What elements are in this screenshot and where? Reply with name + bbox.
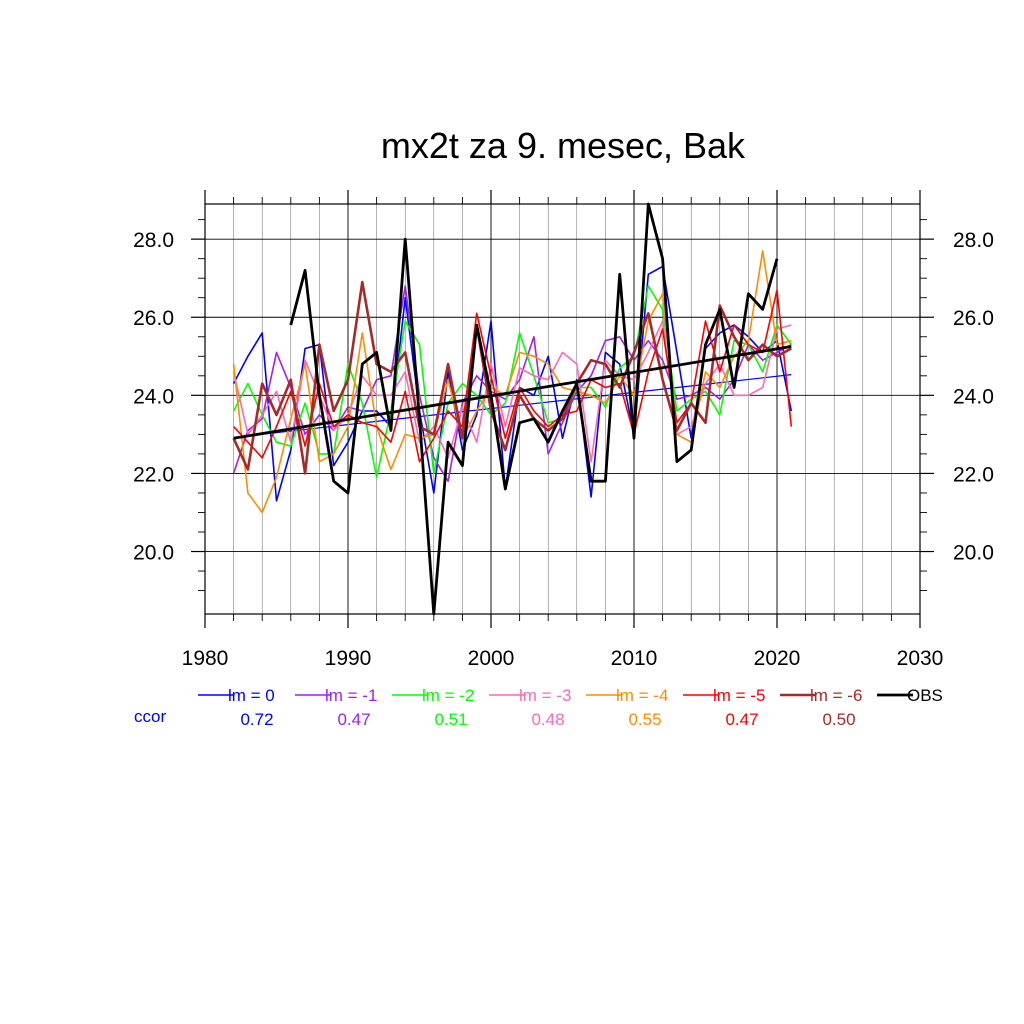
ccor-value: 0.72 <box>240 710 273 729</box>
legend: lm = 0 0.72 lm = -1 0.47 lm = -2 0.51 lm = -3 0… <box>134 686 943 729</box>
legend-item: lm = -2 0.51 <box>392 686 474 729</box>
legend-item: lm = 0 0.72 <box>198 686 275 729</box>
legend-item: lm = -3 0.48 <box>489 686 571 729</box>
legend-label: lm = -6 <box>810 686 862 705</box>
y-tick-label-right: 22.0 <box>953 463 994 486</box>
legend-label: lm = -1 <box>325 686 377 705</box>
axis-ticks: 1980 1990 2000 2010 2020 2030 20.0 20.0 22.0 22.0… <box>133 190 994 670</box>
plot-series <box>232 202 793 616</box>
y-tick-label-left: 20.0 <box>133 542 174 565</box>
x-tick-label: 2010 <box>611 647 658 670</box>
y-tick-label-left: 28.0 <box>133 229 174 252</box>
legend-label: lm = -3 <box>519 686 571 705</box>
y-tick-label-right: 28.0 <box>953 229 994 252</box>
ccor-label: ccor <box>134 707 166 726</box>
legend-label: lm = -5 <box>713 686 765 705</box>
legend-label: lm = 0 <box>228 686 275 705</box>
ccor-value: 0.50 <box>822 710 855 729</box>
legend-item: lm = -5 0.47 <box>683 686 765 729</box>
legend-label: lm = -4 <box>616 686 668 705</box>
y-tick-label-right: 20.0 <box>953 542 994 565</box>
x-tick-label: 1990 <box>325 647 372 670</box>
x-tick-label: 1980 <box>182 647 229 670</box>
series-line-obs <box>289 202 779 616</box>
legend-item: lm = -1 0.47 <box>295 686 377 729</box>
series-line-lm-6 <box>232 280 792 475</box>
y-tick-label-left: 24.0 <box>133 385 174 408</box>
legend-item: lm = -4 0.55 <box>586 686 668 729</box>
ccor-value: 0.48 <box>531 710 564 729</box>
chart-title: mx2t za 9. mesec, Bak <box>381 125 746 166</box>
x-tick-label: 2030 <box>897 647 944 670</box>
trend-line-obs <box>233 345 792 440</box>
y-tick-label-right: 26.0 <box>953 307 994 330</box>
plot-border <box>204 203 921 615</box>
x-tick-label: 2020 <box>754 647 801 670</box>
ccor-value: 0.55 <box>628 710 661 729</box>
plot-frame <box>204 203 921 615</box>
legend-item: lm = -6 0.50 <box>780 686 862 729</box>
trend-line-lm-0 <box>233 374 792 439</box>
y-tick-label-right: 24.0 <box>953 385 994 408</box>
y-tick-label-left: 26.0 <box>133 307 174 330</box>
ccor-value: 0.51 <box>434 710 467 729</box>
x-tick-label: 2000 <box>468 647 515 670</box>
legend-item: OBS <box>877 686 943 705</box>
ccor-value: 0.47 <box>337 710 370 729</box>
legend-label: OBS <box>907 686 943 705</box>
ccor-value: 0.47 <box>725 710 758 729</box>
legend-label: lm = -2 <box>422 686 474 705</box>
y-tick-label-left: 22.0 <box>133 463 174 486</box>
